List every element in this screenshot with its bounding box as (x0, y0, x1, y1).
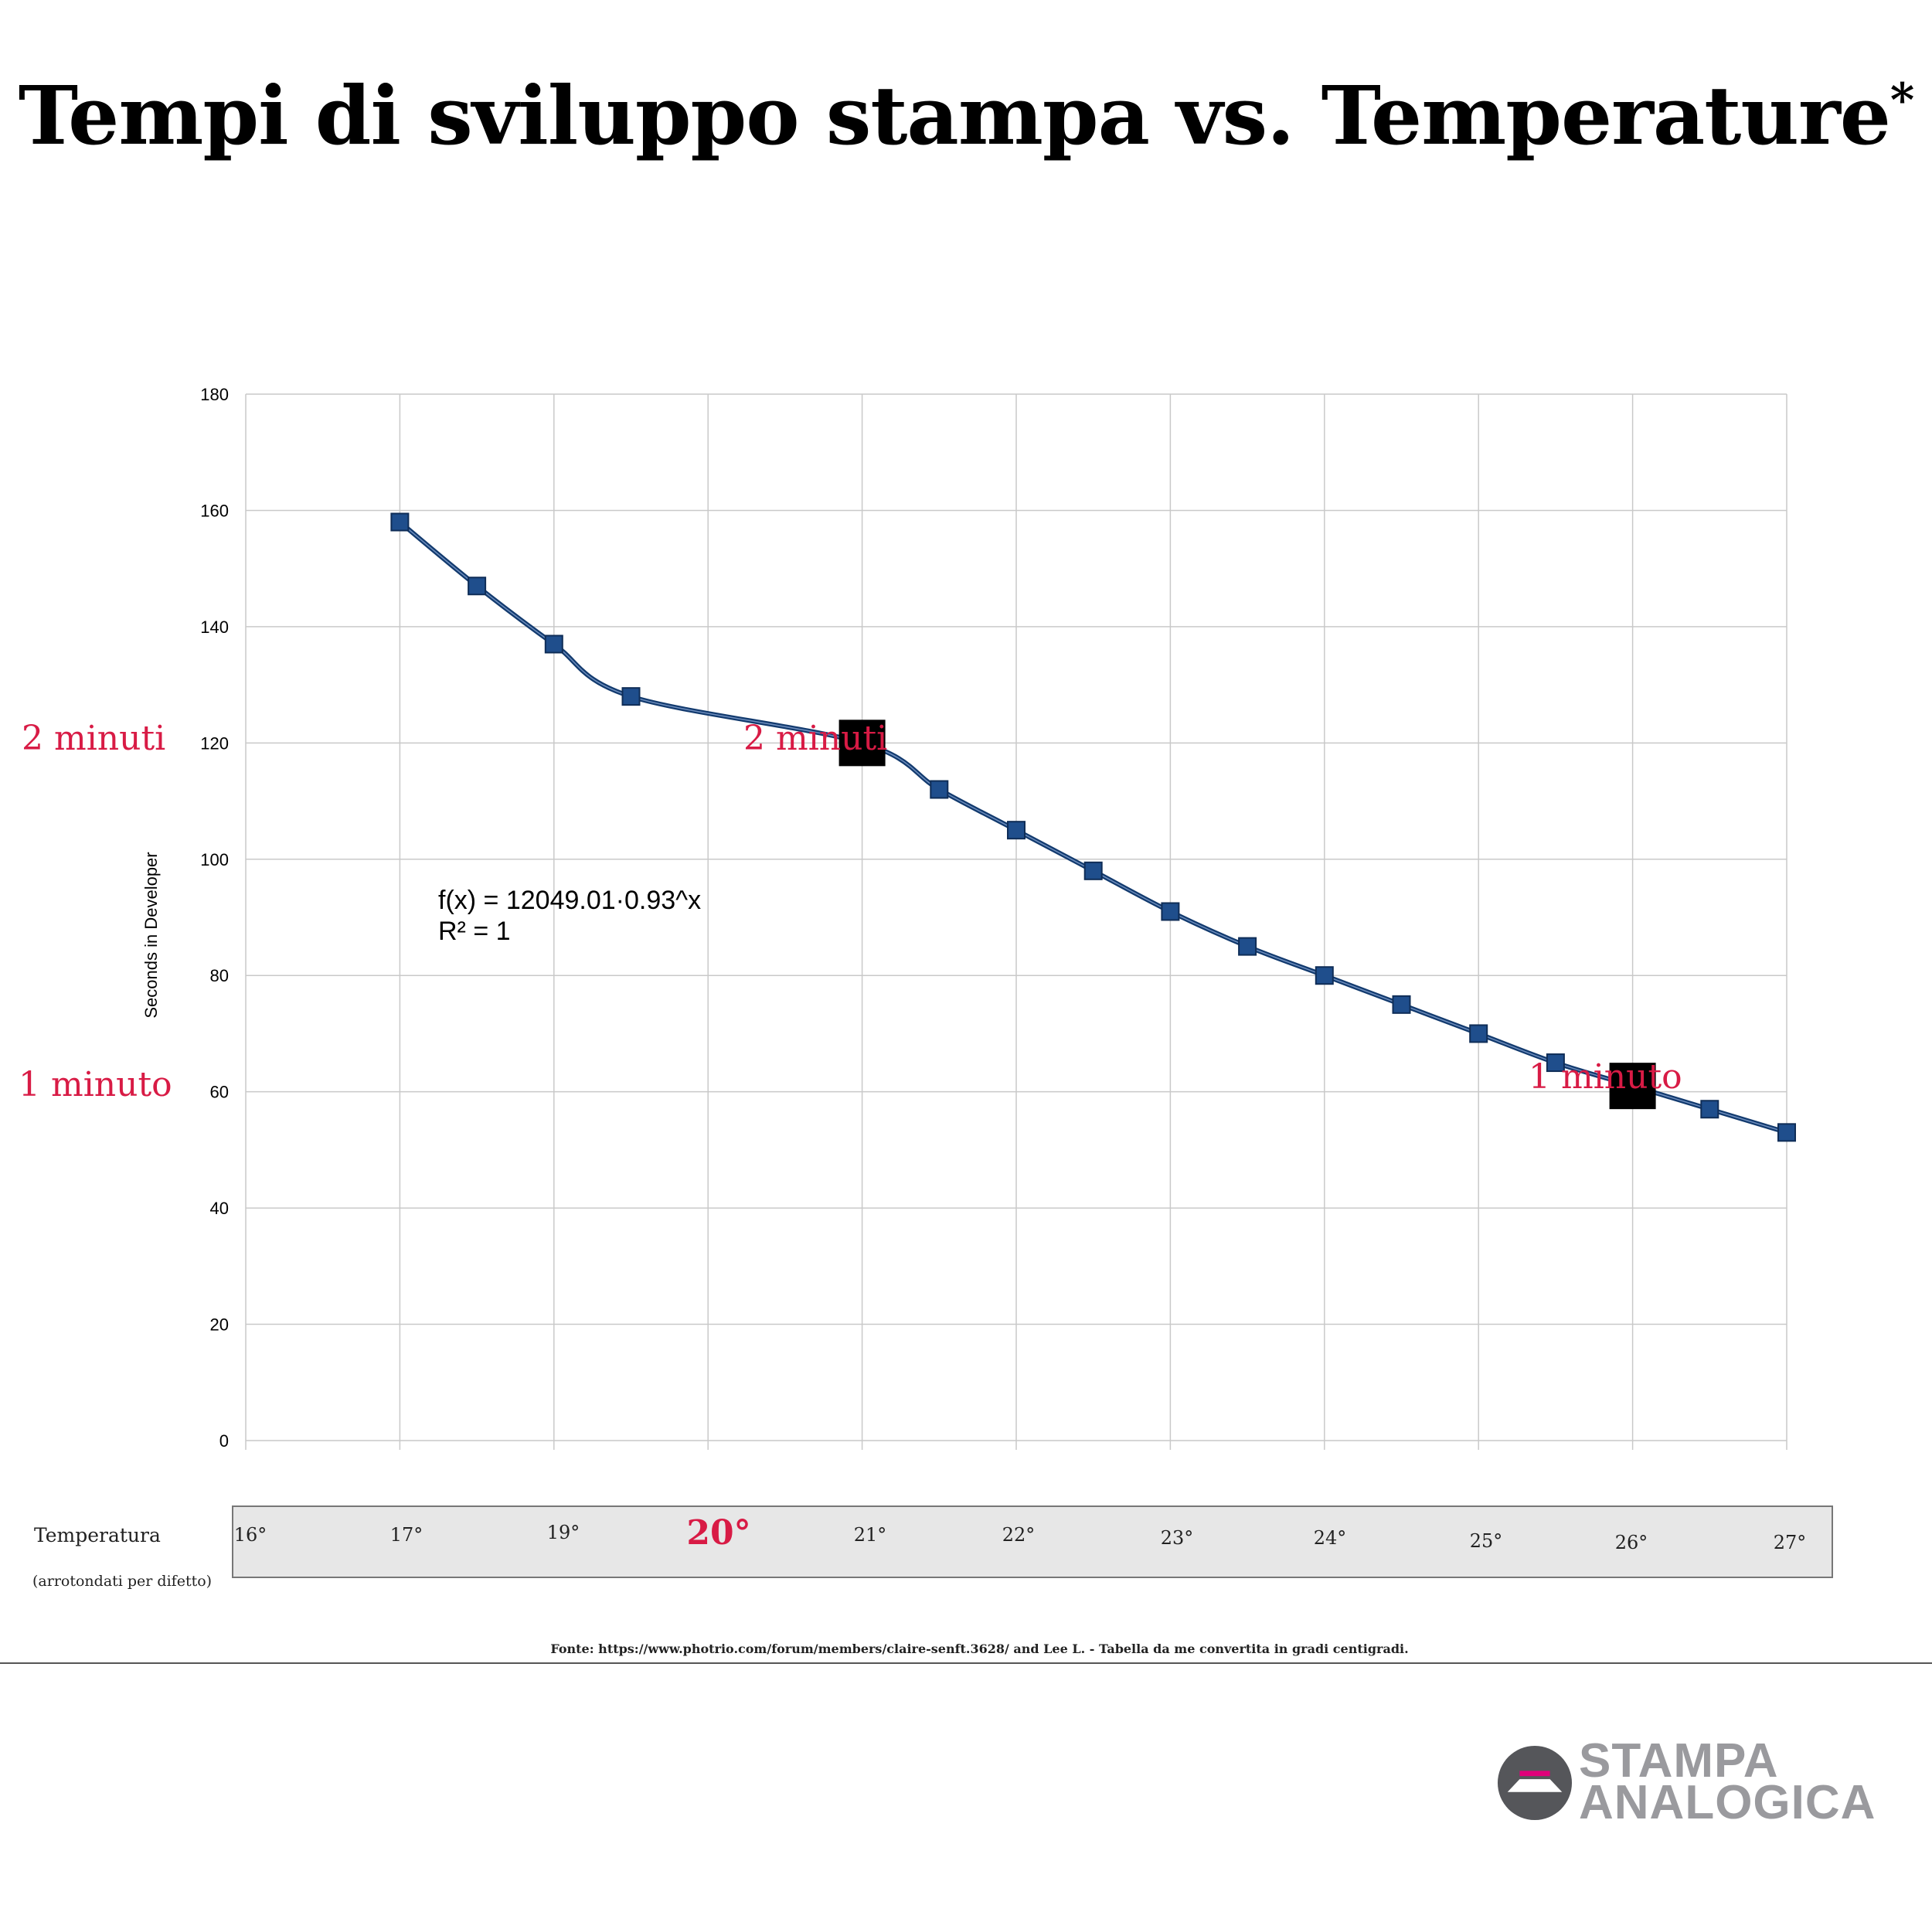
data-point (1161, 902, 1180, 921)
data-point (1469, 1024, 1488, 1043)
y-axis-label: Seconds in Developer (141, 852, 161, 1018)
temperature-tick-highlight: 20° (686, 1513, 751, 1553)
logo-line-1: STAMPA (1579, 1734, 1779, 1788)
y-tick-label: 100 (200, 850, 229, 869)
temperature-tick: 19° (546, 1522, 580, 1543)
y-tick-label: 120 (200, 733, 229, 753)
temperature-tick: 27° (1773, 1532, 1807, 1553)
trendline-equation: f(x) = 12049.01·0.93^x R² = 1 (438, 885, 701, 947)
logo-icon (1497, 1745, 1573, 1821)
data-point (930, 780, 949, 799)
temperature-label: Temperatura (34, 1524, 161, 1546)
temperature-tick: 21° (853, 1524, 887, 1546)
data-point (1546, 1053, 1565, 1073)
temperature-tick: 25° (1469, 1530, 1503, 1552)
highlight-label-two-minutes: 2 minuti (743, 719, 888, 758)
y-tick-label: 180 (200, 385, 229, 404)
data-point (544, 634, 563, 654)
series-line (398, 520, 1787, 1135)
temperature-tick: 22° (1002, 1524, 1036, 1546)
temperature-tick: 26° (1614, 1532, 1648, 1553)
data-point (621, 687, 641, 706)
temperature-tick: 16° (233, 1524, 267, 1546)
y-tick-label: 140 (200, 617, 229, 637)
temperature-tick: 17° (389, 1524, 423, 1546)
data-point (1315, 966, 1334, 985)
highlight-marker (1609, 1063, 1656, 1110)
trendline-formula: f(x) = 12049.01·0.93^x (438, 886, 702, 915)
data-point (1777, 1123, 1796, 1142)
logo-text: STAMPA ANALOGICA (1579, 1734, 1876, 1829)
source-note: Fonte: https://www.photrio.com/forum/mem… (550, 1642, 1409, 1656)
y-axis-ticks: 0 20 40 60 80 100 120 140 160 180 (200, 385, 229, 1451)
chart-title: Tempi di sviluppo stampa vs. Temperature… (18, 68, 1915, 163)
highlight-label-one-minute: 1 minuto (1529, 1057, 1682, 1097)
logo-line-2: ANALOGICA (1579, 1776, 1876, 1829)
temperature-tick: 23° (1160, 1527, 1194, 1549)
data-point (1700, 1100, 1719, 1119)
data-point (1007, 821, 1026, 840)
temperature-tick: 24° (1313, 1527, 1347, 1549)
y-tick-label: 60 (210, 1083, 229, 1102)
y-marker-one-minute: 1 minuto (19, 1065, 172, 1104)
temperature-row (232, 1505, 1833, 1578)
series-line-highlight (399, 521, 1787, 1134)
data-point (468, 577, 487, 596)
data-series-group (390, 512, 1796, 1142)
title-asterisk: * (1889, 73, 1914, 128)
trendline-r2: R² = 1 (438, 917, 511, 946)
y-tick-label: 20 (210, 1315, 229, 1335)
footer-divider (0, 1662, 1932, 1664)
y-tick-label: 80 (210, 966, 229, 985)
data-point (1083, 861, 1103, 880)
highlight-marker (838, 720, 886, 767)
y-marker-two-minutes: 2 minuti (22, 719, 166, 758)
y-tick-label: 0 (219, 1431, 229, 1451)
temperature-sublabel: (arrotondati per difetto) (32, 1573, 213, 1590)
data-point (1238, 937, 1257, 956)
data-point (1392, 995, 1411, 1014)
highlight-markers (838, 720, 1656, 1110)
data-point (390, 512, 410, 532)
y-tick-label: 40 (210, 1199, 229, 1218)
y-tick-label: 160 (200, 501, 229, 520)
chart-grid (245, 393, 1787, 1450)
